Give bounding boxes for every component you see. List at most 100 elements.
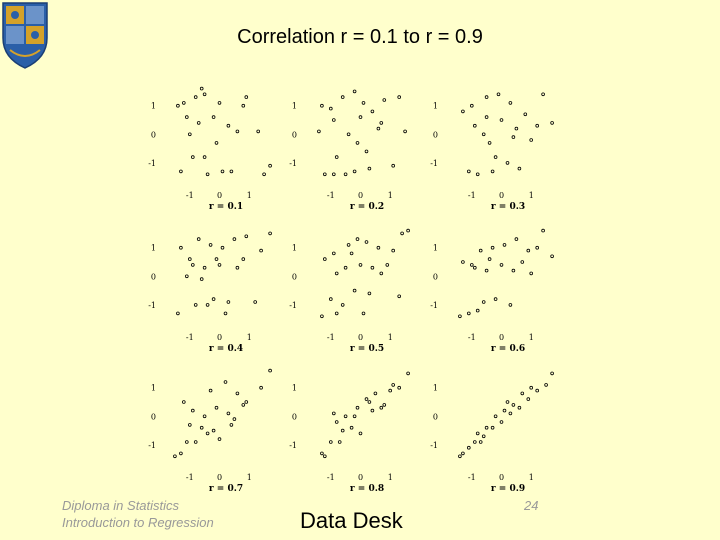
data-point [226,300,231,304]
data-point [358,115,363,119]
data-point [232,417,237,421]
data-point [202,92,207,97]
x-tick-label: 1 [529,473,534,482]
data-point [370,265,375,270]
data-point [376,245,381,250]
college-crest-logo [0,0,50,70]
data-point [502,243,507,247]
y-tick-label: 1 [151,384,156,393]
data-point [379,405,384,410]
y-tick-label: -1 [289,159,297,168]
x-tick-label: -1 [327,191,335,200]
data-point [458,314,462,319]
data-point [235,391,240,396]
y-tick-label: 0 [151,412,156,421]
data-point [176,103,180,108]
data-point [475,308,480,313]
data-point [514,126,519,131]
data-point [211,428,216,433]
data-point [475,431,480,436]
y-tick-label: 1 [151,244,156,253]
x-axis-label: r = 0.1 [209,202,243,212]
x-tick-label: -1 [186,473,194,482]
data-point [364,240,369,244]
data-point [550,371,554,376]
data-point [179,245,183,250]
data-point [220,169,225,174]
y-tick-label: -1 [148,159,156,168]
footer-line-1: Diploma in Statistics [62,498,180,513]
data-point [487,141,492,145]
data-point [364,397,369,401]
y-tick-label: 1 [433,384,438,393]
data-point [232,237,237,241]
data-point [188,132,192,137]
data-point [550,121,554,125]
data-point [343,414,348,419]
scatterplot-panel-9: 1 0 -1 -1 0 1 r = 0.9 [430,371,554,494]
data-point [244,234,249,239]
data-point [173,454,177,459]
data-point [205,303,210,307]
data-point [520,260,525,264]
data-point [328,440,333,444]
data-point [268,368,272,373]
data-point [241,103,246,108]
data-point [202,265,207,270]
data-point [191,263,195,267]
data-point [328,297,333,301]
y-tick-label: -1 [430,159,438,168]
data-point [244,400,249,404]
data-point [508,101,513,105]
data-point [461,451,465,456]
data-point [478,440,483,444]
data-point [268,231,272,236]
data-point [202,155,207,159]
y-tick-label: 0 [433,272,438,281]
scatterplot-panel-3: 1 0 -1 -1 0 1 r = 0.3 [430,92,554,212]
scatterplot-panel-2: 1 0 -1 -1 0 1 r = 0.2 [289,89,407,212]
data-point [529,271,533,276]
y-tick-label: 1 [292,384,297,393]
data-point [529,138,533,142]
data-point [358,263,363,267]
x-tick-label: 0 [358,473,363,482]
y-tick-label: -1 [430,441,438,450]
data-point [517,166,522,171]
x-axis-label: r = 0.2 [350,202,384,212]
data-point [511,403,516,407]
data-point [179,451,183,456]
x-tick-label: -1 [186,191,194,200]
data-point [253,300,258,304]
x-tick-label: -1 [468,191,476,200]
data-point [322,257,327,261]
data-point [355,405,360,410]
footer-data-desk: Data Desk [300,508,403,533]
data-point [322,172,327,177]
scatterplot-panel-4: 1 0 -1 -1 0 1 r = 0.4 [148,231,272,354]
x-tick-label: 0 [217,191,222,200]
data-point [461,260,465,264]
data-point [352,288,357,293]
x-axis-label: r = 0.9 [491,484,525,494]
data-point [397,294,402,299]
data-point [340,303,345,307]
data-point [523,112,528,117]
scatterplot-panel-8: 1 0 -1 -1 0 1 r = 0.8 [289,371,410,494]
data-point [202,414,207,419]
data-point [508,303,513,307]
data-point [472,123,477,128]
data-point [484,425,489,430]
data-point [490,169,495,174]
data-point [193,303,198,307]
data-point [331,172,336,177]
data-point [526,397,531,401]
x-axis-label: r = 0.7 [209,484,243,494]
scatterplot-panel-7: 1 0 -1 -1 0 1 r = 0.7 [148,368,272,494]
x-axis-label: r = 0.6 [491,344,525,354]
y-tick-label: 0 [292,412,297,421]
data-point [346,132,351,137]
data-point [382,98,387,102]
data-point [331,411,336,416]
y-tick-label: 0 [151,272,156,281]
